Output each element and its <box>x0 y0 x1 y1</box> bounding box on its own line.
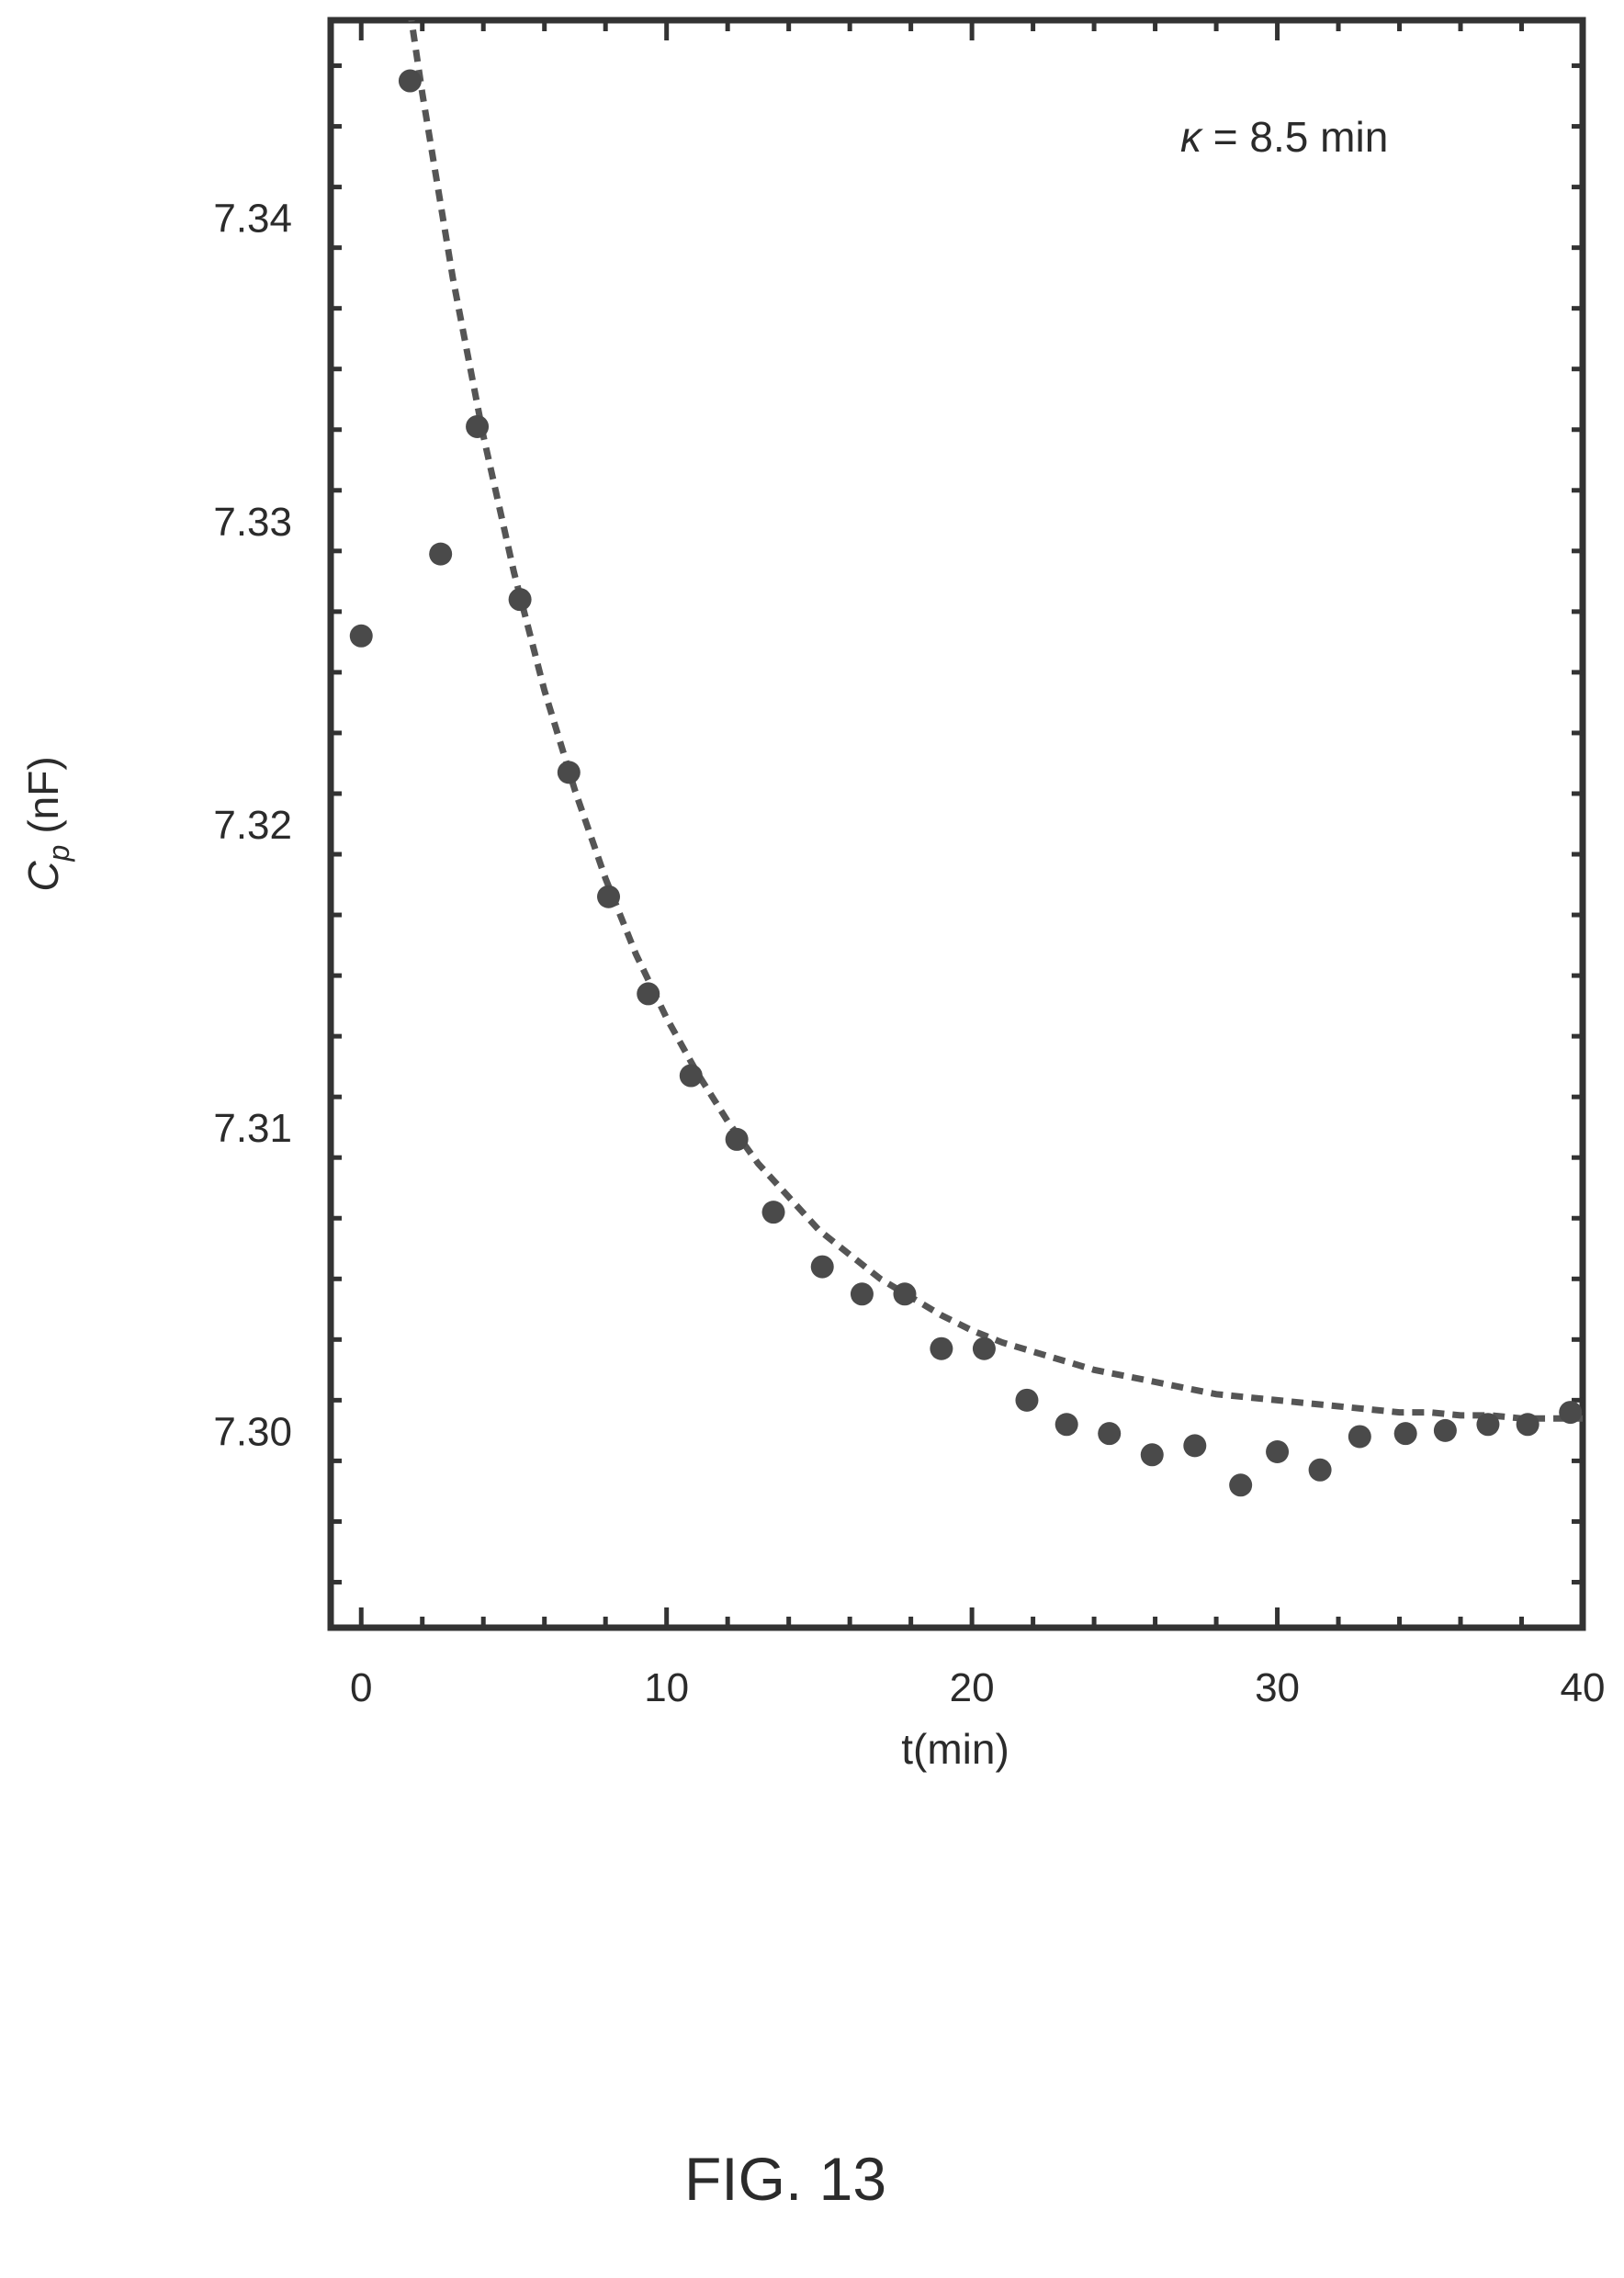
y-axis-unit: (nF) <box>19 756 67 833</box>
data-point <box>1348 1425 1371 1449</box>
annotation: κ = 8.5 min <box>1180 113 1388 161</box>
data-point <box>1054 1413 1078 1437</box>
x-tick-label: 0 <box>350 1665 372 1710</box>
data-point <box>893 1282 917 1306</box>
data-point <box>597 885 621 908</box>
data-point <box>972 1336 996 1360</box>
data-point <box>1183 1434 1207 1458</box>
axis-ticks <box>331 20 1585 1628</box>
data-point <box>1308 1458 1332 1482</box>
fit-curve-dashed <box>408 20 1583 1422</box>
y-tick-label: 7.33 <box>213 500 292 545</box>
y-tick-label: 7.31 <box>213 1106 292 1151</box>
x-tick-label: 10 <box>644 1665 689 1710</box>
x-tick-labels: 0 10 20 30 40 <box>350 1665 1605 1710</box>
data-point <box>1098 1422 1122 1446</box>
figure-caption: FIG. 13 <box>684 2145 886 2213</box>
data-point <box>1433 1418 1457 1442</box>
data-point <box>1140 1443 1164 1467</box>
data-points <box>349 69 1583 1497</box>
y-axis-subscript: p <box>42 845 75 863</box>
y-axis-symbol: C <box>19 861 67 892</box>
data-point <box>725 1127 749 1151</box>
data-point <box>1229 1473 1253 1497</box>
x-tick-label: 20 <box>950 1665 995 1710</box>
data-point <box>557 761 581 784</box>
fit-layer <box>408 20 1583 1422</box>
data-point <box>508 588 532 612</box>
data-point <box>1266 1439 1290 1463</box>
data-point <box>930 1336 953 1360</box>
kappa-symbol: κ <box>1180 113 1203 161</box>
data-point <box>761 1201 785 1224</box>
data-point <box>679 1064 703 1088</box>
y-tick-label: 7.32 <box>213 803 292 848</box>
x-tick-label: 40 <box>1561 1665 1606 1710</box>
data-point <box>810 1255 834 1279</box>
data-point <box>398 69 422 93</box>
annotation-text: = 8.5 min <box>1201 113 1388 161</box>
data-point <box>1015 1388 1039 1412</box>
x-tick-label: 30 <box>1255 1665 1300 1710</box>
data-point <box>1516 1413 1539 1437</box>
data-point <box>349 624 373 648</box>
plot-frame <box>327 17 1586 1631</box>
y-tick-label: 7.30 <box>213 1409 292 1454</box>
data-point <box>637 982 660 1006</box>
data-point <box>466 414 490 438</box>
data-point <box>1559 1401 1583 1425</box>
data-point <box>1393 1422 1417 1446</box>
y-tick-labels: 7.30 7.31 7.32 7.33 7.34 <box>213 197 292 1455</box>
y-axis-label: Cp (nF) <box>19 756 75 891</box>
x-axis-label: t(min) <box>901 1725 1009 1773</box>
data-point <box>850 1282 874 1306</box>
y-tick-label: 7.34 <box>213 197 292 242</box>
data-point <box>429 542 453 566</box>
data-point <box>1476 1413 1500 1437</box>
